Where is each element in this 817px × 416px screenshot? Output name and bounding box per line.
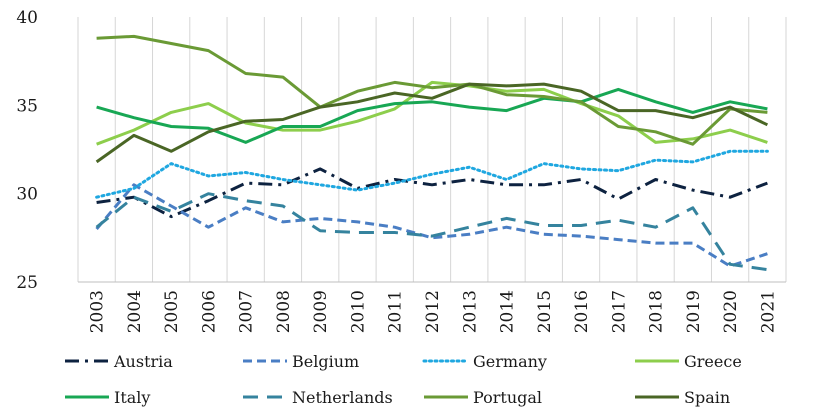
x-tick-label: 2005 [162,290,182,333]
series-line-spain [95,82,769,164]
legend: Austria Belgium Germany Greece Italy Netherla… [65,352,742,407]
legend-label: Belgium [292,352,359,371]
x-tick-label: 2014 [498,290,518,333]
x-tick-labels: 2003 2004 2005 2006 2007 2008 2009 2010 2011 2012… [88,290,779,333]
legend-item-belgium: Belgium [243,352,359,371]
legend-item-germany: Germany [422,352,547,371]
legend-label: Italy [114,388,150,407]
legend-label: Portugal [473,388,542,407]
series-line-austria [96,167,768,219]
legend-item-italy: Italy [65,388,150,407]
x-tick-label: 2020 [721,290,741,333]
legend-item-netherlands: Netherlands [243,388,393,407]
y-tick-label: 25 [16,273,38,293]
legend-item-greece: Greece [635,352,742,371]
series-line-greece [96,80,768,146]
legend-label: Austria [113,352,173,371]
x-tick-label: 2018 [647,290,667,333]
y-tick-label: 40 [16,8,38,28]
x-tick-label: 2015 [535,290,555,333]
legend-item-spain: Spain [635,388,730,407]
gridlines [77,17,787,282]
x-tick-label: 2011 [386,290,406,333]
x-tick-label: 2007 [237,290,257,333]
x-tick-label: 2019 [684,290,704,333]
series-lines [95,34,769,272]
y-tick-label: 30 [16,185,38,205]
series-line-portugal [96,34,768,146]
y-tick-labels: 25 30 35 40 [16,8,38,293]
x-tick-label: 2006 [199,290,219,333]
x-tick-label: 2012 [423,290,443,333]
y-tick-label: 35 [16,96,38,116]
x-tick-label: 2017 [609,290,629,333]
x-tick-label: 2010 [348,290,368,333]
x-tick-label: 2003 [88,290,108,333]
series-line-belgium [95,183,768,268]
legend-label: Spain [684,388,730,407]
x-tick-label: 2016 [572,290,592,333]
x-tick-label: 2009 [311,290,331,333]
x-tick-label: 2021 [758,290,778,333]
series-line-italy [96,87,768,144]
x-tick-label: 2013 [460,290,480,333]
x-tick-label: 2008 [274,290,294,333]
legend-label: Greece [684,352,742,371]
legend-item-austria: Austria [65,352,173,371]
series-line-germany [95,149,769,199]
x-tick-label: 2004 [125,290,145,333]
legend-item-portugal: Portugal [424,388,542,407]
series-line-netherlands [95,192,768,272]
legend-label: Germany [473,352,547,371]
legend-label: Netherlands [292,388,393,407]
